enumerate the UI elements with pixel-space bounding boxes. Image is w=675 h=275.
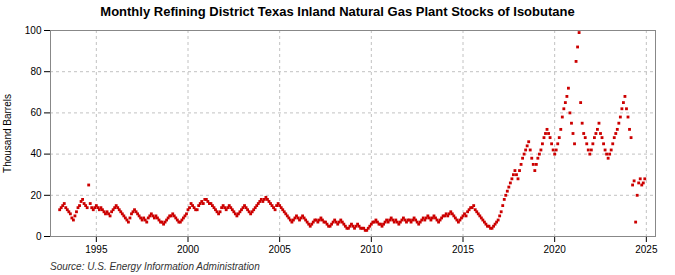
svg-text:20: 20: [30, 190, 42, 201]
svg-text:2025: 2025: [635, 244, 658, 255]
svg-text:60: 60: [30, 107, 42, 118]
svg-text:80: 80: [30, 66, 42, 77]
svg-text:2010: 2010: [360, 244, 383, 255]
svg-text:2020: 2020: [544, 244, 567, 255]
html-text:Source: U.S. Energy Informatio: Source: U.S. Energy Information Administ…: [50, 261, 260, 272]
svg-text:2000: 2000: [177, 244, 200, 255]
html-text:Monthly Refining District Texa: Monthly Refining District Texas Inland N…: [100, 4, 575, 19]
svg-text:40: 40: [30, 148, 42, 159]
svg-text:0: 0: [36, 231, 42, 242]
svg-text:2005: 2005: [269, 244, 292, 255]
svg-text:100: 100: [25, 25, 42, 36]
svg-text:Thousand Barrels: Thousand Barrels: [2, 94, 13, 173]
svg-text:1995: 1995: [85, 244, 108, 255]
svg-text:2015: 2015: [452, 244, 475, 255]
